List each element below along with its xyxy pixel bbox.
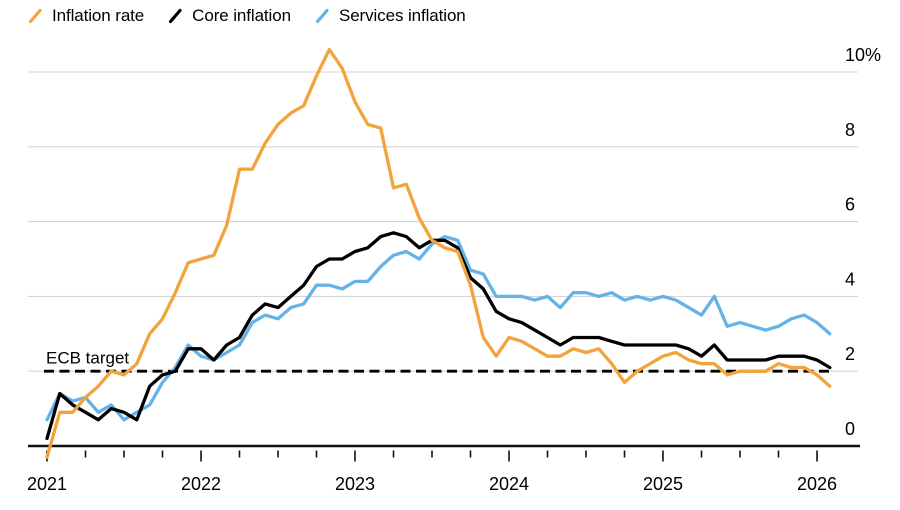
x-year-label-2023: 2023: [335, 474, 375, 494]
y-tick-label-4: 4: [845, 269, 855, 289]
x-year-label-2026: 2026: [797, 474, 837, 494]
y-tick-label-0: 0: [845, 419, 855, 439]
legend-label-services-inflation: Services inflation: [338, 6, 466, 25]
legend-item-inflation-rate: Inflation rate: [28, 6, 144, 26]
legend-item-core-inflation: Core inflation: [168, 6, 291, 26]
series-line-services-inflation: [45, 234, 832, 422]
legend-label-inflation-rate: Inflation rate: [52, 6, 145, 25]
black-line-swatch-icon: [169, 8, 182, 24]
legend-item-services-inflation: Services inflation: [315, 6, 466, 26]
ecb-target-line-group: ECB target: [44, 349, 831, 373]
y-tick-label-2: 2: [845, 344, 855, 364]
y-gridlines: [28, 71, 858, 372]
blue-line-swatch-icon: [315, 8, 329, 24]
orange-line-swatch-icon: [28, 8, 42, 24]
series-lines: [45, 47, 832, 459]
y-axis-labels: 0 2 4 6 8 10%: [845, 45, 881, 439]
series-line-core-inflation: [45, 231, 832, 441]
chart-legend: Inflation rate Core inflation Services i…: [28, 6, 466, 26]
y-tick-label-10: 10%: [845, 45, 881, 65]
y-tick-label-6: 6: [845, 195, 855, 215]
series-line-inflation-rate: [45, 47, 832, 459]
x-year-label-2021: 2021: [27, 474, 67, 494]
x-year-label-2024: 2024: [489, 474, 529, 494]
x-year-label-2025: 2025: [643, 474, 683, 494]
x-axis: 2021 2022 2023 2024 2025 2026: [27, 444, 860, 494]
y-tick-label-8: 8: [845, 120, 855, 140]
x-year-label-2022: 2022: [181, 474, 221, 494]
ecb-target-label: ECB target: [46, 349, 129, 368]
legend-label-core-inflation: Core inflation: [192, 6, 291, 25]
